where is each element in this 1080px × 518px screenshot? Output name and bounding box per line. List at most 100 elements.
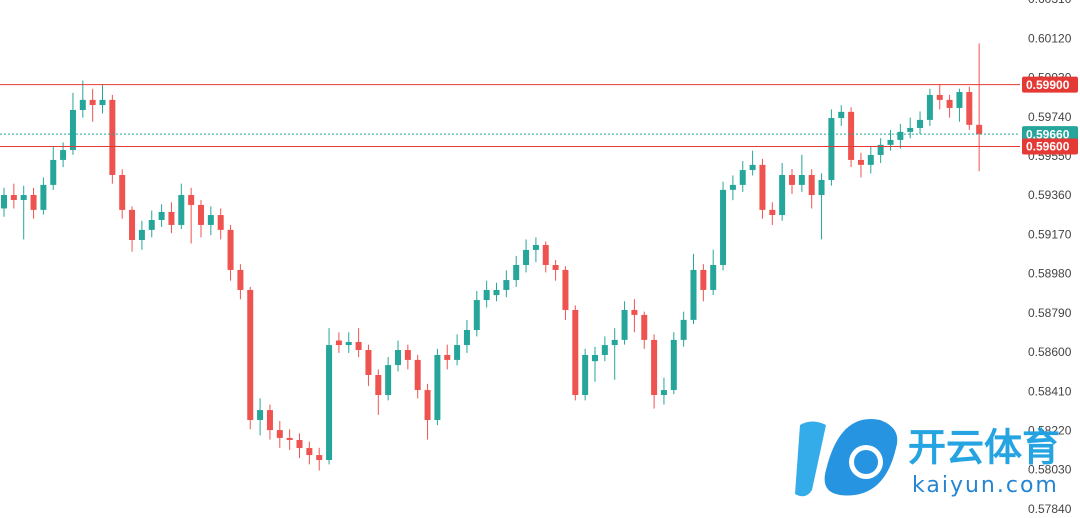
candle-body (926, 94, 933, 120)
watermark: 开云体育 kaiyun.com (795, 419, 1060, 498)
price-badge (1022, 126, 1078, 143)
candle-body (1, 195, 7, 209)
candle-body (976, 124, 983, 135)
brand-url: kaiyun.com (912, 473, 1059, 498)
candle-body (966, 92, 973, 125)
candle-body (345, 341, 352, 346)
candle-body (907, 127, 914, 132)
candle-body (266, 410, 273, 431)
candle-body (119, 175, 126, 210)
candle-body (335, 340, 342, 346)
candle-body (582, 354, 589, 396)
candle-body (138, 229, 145, 241)
y-axis: 0.57840 0.58030 0.58220 0.58410 0.58600 0.587… (1028, 0, 1072, 516)
candle-body (40, 184, 47, 210)
price-badge-label: 0.59900 (1026, 78, 1070, 92)
candle-body (217, 215, 224, 230)
candle-body (710, 264, 717, 290)
candle-body (50, 159, 57, 185)
candle-body (276, 430, 283, 438)
candle-body (542, 244, 549, 265)
candle-body (562, 269, 569, 310)
candle-body (434, 354, 441, 420)
candle-body (463, 329, 470, 346)
candle-body (395, 350, 401, 366)
y-tick-label: 0.58030 (1028, 463, 1072, 477)
candle-body (454, 345, 461, 360)
candle-body (60, 150, 67, 160)
candle-body (631, 309, 638, 315)
candle-body (129, 209, 136, 241)
candle-body (414, 359, 421, 391)
candle-body (227, 229, 234, 270)
candle-body (897, 131, 904, 140)
candle-body (592, 354, 598, 362)
candle-body (523, 249, 530, 265)
candle-body (769, 209, 776, 216)
candle-body (857, 159, 864, 165)
candle-body (729, 184, 736, 190)
y-tick-label: 0.58600 (1028, 345, 1072, 359)
candle-body (316, 455, 323, 461)
candle-body (749, 164, 756, 171)
candle-body (355, 341, 362, 351)
y-tick-label: 0.60310 (1028, 0, 1072, 6)
candle-body (789, 175, 795, 185)
candle-body (670, 339, 677, 391)
candle-body (296, 439, 303, 449)
candle-body (424, 390, 431, 420)
candle-body (651, 339, 658, 396)
y-tick-label: 0.59360 (1028, 188, 1072, 202)
candle-body (237, 269, 244, 290)
candle-body (690, 269, 697, 320)
plot-area (1, 43, 983, 471)
candle-body (936, 94, 943, 100)
candle-body (828, 118, 835, 180)
candle-body (848, 111, 855, 160)
candle-body (444, 354, 451, 360)
candle-body (798, 175, 805, 185)
candle-body (20, 195, 27, 200)
candle-body (99, 99, 106, 106)
candle-body (404, 350, 411, 360)
candle-body (306, 448, 313, 456)
candle-body (89, 99, 96, 106)
y-tick-label: 0.58790 (1028, 306, 1072, 320)
candle-body (286, 437, 293, 440)
candle-body (759, 164, 766, 210)
brand-name: 开云体育 (908, 426, 1060, 470)
candle-body (552, 264, 559, 270)
candle-body (572, 309, 579, 396)
candle-body (621, 309, 628, 340)
candle-body (867, 154, 874, 165)
candle-body (700, 269, 707, 290)
candle-body (838, 111, 845, 119)
candle-body (365, 350, 372, 375)
y-tick-label: 0.58220 (1028, 423, 1072, 437)
candle-body (188, 195, 195, 205)
candle-body (178, 195, 185, 225)
candle-body (326, 345, 333, 461)
candle-body (257, 410, 264, 420)
y-tick-label: 0.58980 (1028, 267, 1072, 281)
candle-body (917, 119, 924, 128)
candle-body (198, 204, 204, 225)
candle-body (79, 99, 86, 110)
candle-body (808, 175, 815, 196)
candle-body (877, 144, 884, 155)
candle-body (30, 195, 37, 210)
candle-body (660, 390, 667, 396)
candle-body (69, 109, 76, 151)
y-tick-label: 0.58410 (1028, 384, 1072, 398)
candle-body (207, 215, 214, 225)
price-badge (1022, 76, 1078, 93)
logo-ball-inner (854, 450, 878, 474)
candle-body (779, 175, 786, 216)
candle-body (818, 179, 825, 196)
price-badge-label: 0.59660 (1026, 127, 1070, 141)
y-tick-label: 0.59170 (1028, 227, 1072, 241)
candle-body (148, 219, 155, 230)
candle-body (493, 289, 500, 296)
candle-body (503, 280, 510, 290)
